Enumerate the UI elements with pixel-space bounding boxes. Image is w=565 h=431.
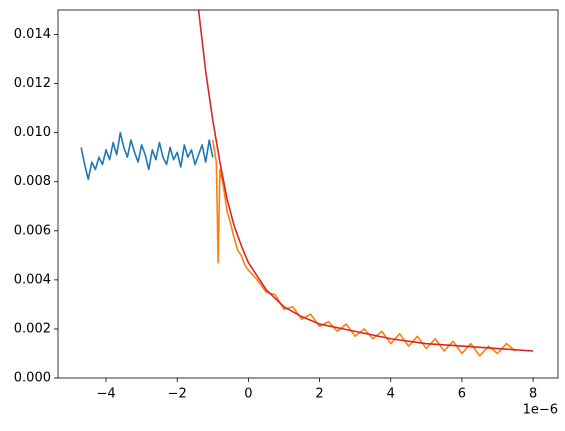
- y-tick-label: 0.008: [14, 174, 51, 189]
- y-tick-label: 0.002: [14, 321, 51, 336]
- y-tick-label: 0.006: [14, 223, 51, 238]
- x-tick-label: −2: [168, 387, 187, 402]
- y-tick-label: 0.012: [14, 76, 51, 91]
- y-tick-label: 0.014: [14, 27, 51, 42]
- axes-frame: [57, 9, 559, 379]
- x-offset-label: 1e−6: [523, 403, 558, 418]
- y-tick-label: 0.004: [14, 272, 51, 287]
- x-tick-label: 2: [315, 387, 323, 402]
- x-tick-label: 0: [244, 387, 252, 402]
- series-line: [80, 131, 214, 181]
- series-line: [212, 139, 516, 357]
- x-tick-label: 8: [529, 387, 537, 402]
- plot-area: [80, 10, 534, 357]
- x-tick-label: −4: [96, 387, 115, 402]
- y-tick-label: 0.010: [14, 125, 51, 140]
- series-line: [197, 10, 534, 352]
- x-tick-label: 6: [458, 387, 466, 402]
- x-tick-label: 4: [387, 387, 395, 402]
- y-tick-label: 0.000: [14, 371, 51, 386]
